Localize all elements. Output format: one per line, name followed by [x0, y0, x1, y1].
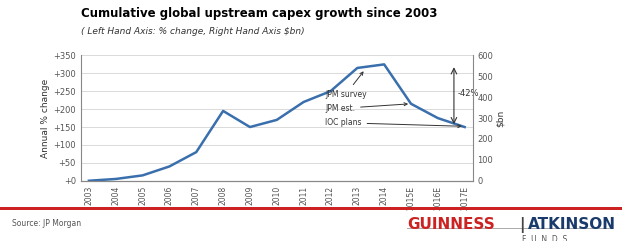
Text: Cumulative global upstream capex growth since 2003: Cumulative global upstream capex growth …	[81, 7, 437, 20]
Text: Source: JP Morgan: Source: JP Morgan	[12, 219, 81, 228]
Text: F  U  N  D  S: F U N D S	[522, 235, 568, 241]
Y-axis label: $bn: $bn	[496, 109, 505, 127]
Text: ( Left Hand Axis: % change, Right Hand Axis $bn): ( Left Hand Axis: % change, Right Hand A…	[81, 27, 305, 35]
Text: ATKINSON: ATKINSON	[527, 217, 615, 232]
Text: -42%: -42%	[458, 88, 480, 98]
Text: IOC plans: IOC plans	[325, 118, 461, 128]
Text: JPM est.: JPM est.	[325, 103, 407, 113]
Y-axis label: Annual % change: Annual % change	[42, 79, 50, 158]
Text: |: |	[519, 217, 525, 233]
Text: GUINNESS: GUINNESS	[407, 217, 495, 232]
Text: JPM survey: JPM survey	[325, 72, 367, 99]
